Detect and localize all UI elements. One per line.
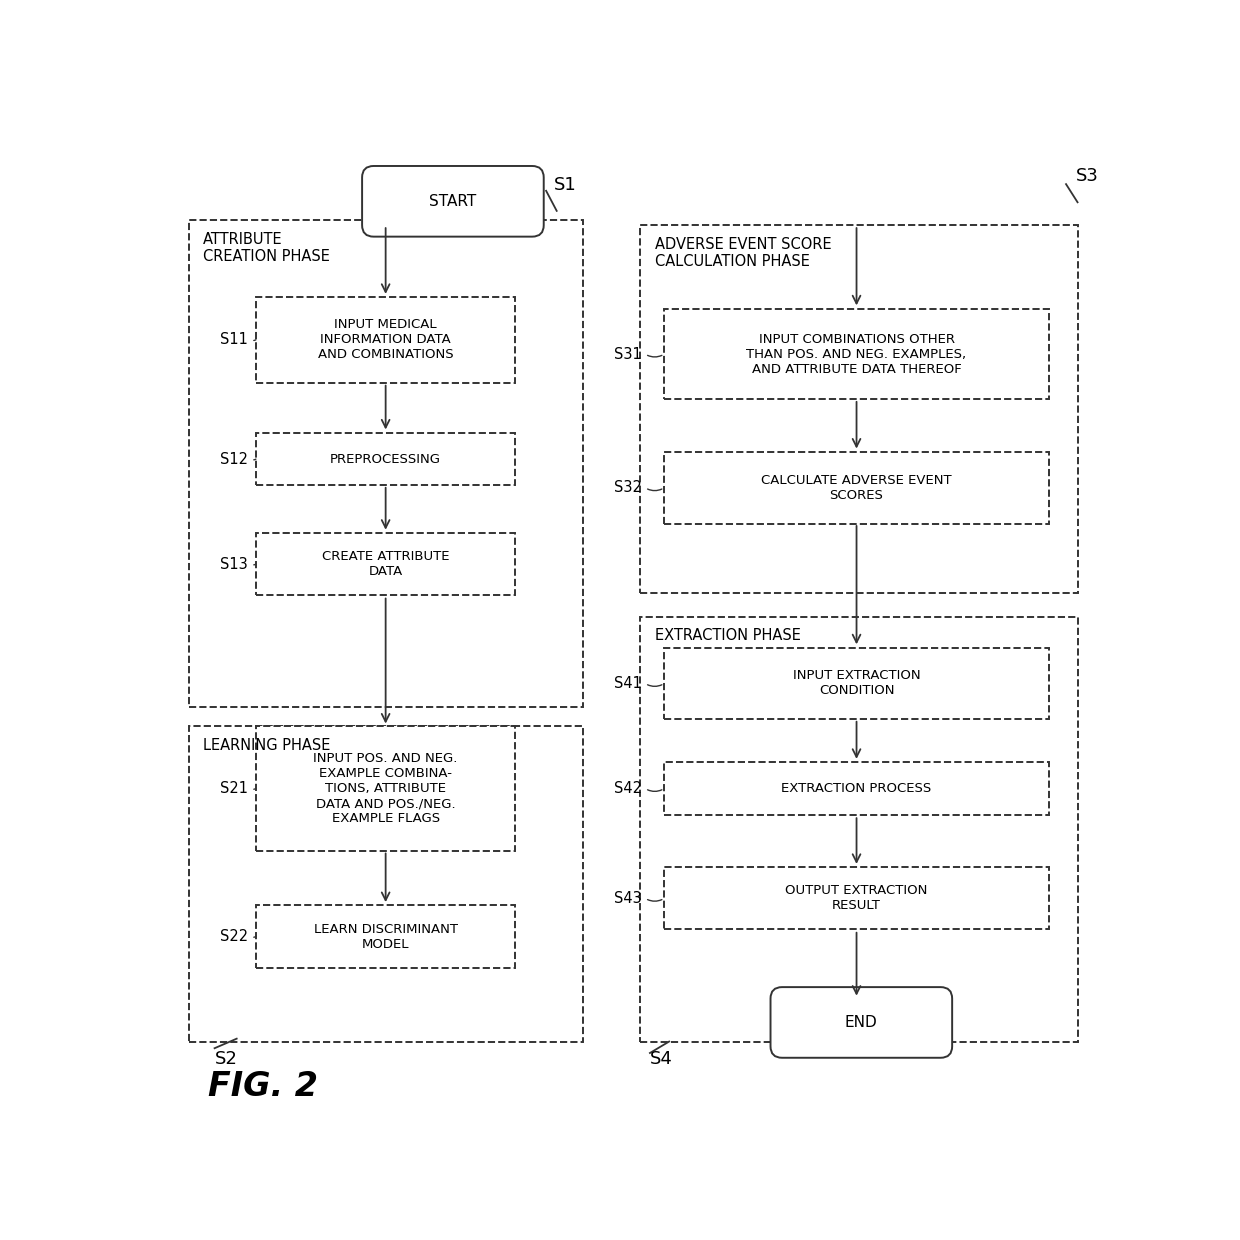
FancyBboxPatch shape	[665, 763, 1049, 815]
Text: CREATE ATTRIBUTE
DATA: CREATE ATTRIBUTE DATA	[322, 551, 449, 578]
Text: INPUT POS. AND NEG.
EXAMPLE COMBINA-
TIONS, ATTRIBUTE
DATA AND POS./NEG.
EXAMPLE: INPUT POS. AND NEG. EXAMPLE COMBINA- TIO…	[314, 751, 458, 825]
Text: S11: S11	[221, 332, 248, 347]
Text: S12: S12	[221, 451, 248, 466]
Text: EXTRACTION PROCESS: EXTRACTION PROCESS	[781, 782, 931, 795]
Text: EXTRACTION PHASE: EXTRACTION PHASE	[655, 629, 801, 644]
Text: S13: S13	[221, 557, 248, 572]
Text: INPUT MEDICAL
INFORMATION DATA
AND COMBINATIONS: INPUT MEDICAL INFORMATION DATA AND COMBI…	[317, 319, 454, 361]
Text: INPUT COMBINATIONS OTHER
THAN POS. AND NEG. EXAMPLES,
AND ATTRIBUTE DATA THEREOF: INPUT COMBINATIONS OTHER THAN POS. AND N…	[746, 332, 967, 376]
Text: START: START	[429, 193, 476, 208]
FancyBboxPatch shape	[665, 647, 1049, 719]
Text: S21: S21	[221, 781, 248, 796]
Text: S42: S42	[614, 781, 642, 796]
FancyBboxPatch shape	[665, 451, 1049, 523]
FancyBboxPatch shape	[188, 221, 583, 707]
Text: S2: S2	[215, 1050, 237, 1068]
Text: LEARN DISCRIMINANT
MODEL: LEARN DISCRIMINANT MODEL	[314, 923, 458, 951]
Text: S32: S32	[614, 480, 642, 495]
Text: OUTPUT EXTRACTION
RESULT: OUTPUT EXTRACTION RESULT	[785, 884, 928, 913]
FancyBboxPatch shape	[362, 166, 543, 237]
Text: ADVERSE EVENT SCORE
CALCULATION PHASE: ADVERSE EVENT SCORE CALCULATION PHASE	[655, 237, 831, 269]
FancyBboxPatch shape	[665, 867, 1049, 929]
FancyBboxPatch shape	[665, 309, 1049, 399]
FancyBboxPatch shape	[640, 616, 1078, 1042]
Text: PREPROCESSING: PREPROCESSING	[330, 453, 441, 465]
FancyBboxPatch shape	[255, 727, 516, 851]
Text: S4: S4	[650, 1050, 673, 1068]
Text: LEARNING PHASE: LEARNING PHASE	[203, 738, 330, 753]
FancyBboxPatch shape	[255, 433, 516, 485]
Text: S3: S3	[1075, 166, 1099, 185]
FancyBboxPatch shape	[640, 226, 1078, 593]
Text: ATTRIBUTE
CREATION PHASE: ATTRIBUTE CREATION PHASE	[203, 232, 330, 264]
Text: S22: S22	[219, 929, 248, 944]
FancyBboxPatch shape	[255, 533, 516, 595]
Text: S41: S41	[614, 676, 642, 691]
FancyBboxPatch shape	[770, 987, 952, 1058]
Text: S1: S1	[554, 176, 577, 195]
Text: FIG. 2: FIG. 2	[208, 1070, 317, 1102]
Text: INPUT EXTRACTION
CONDITION: INPUT EXTRACTION CONDITION	[792, 670, 920, 697]
FancyBboxPatch shape	[255, 296, 516, 383]
FancyBboxPatch shape	[255, 905, 516, 967]
Text: END: END	[844, 1016, 878, 1030]
FancyBboxPatch shape	[188, 727, 583, 1042]
Text: S43: S43	[615, 890, 642, 905]
Text: S31: S31	[615, 347, 642, 362]
Text: CALCULATE ADVERSE EVENT
SCORES: CALCULATE ADVERSE EVENT SCORES	[761, 474, 952, 502]
